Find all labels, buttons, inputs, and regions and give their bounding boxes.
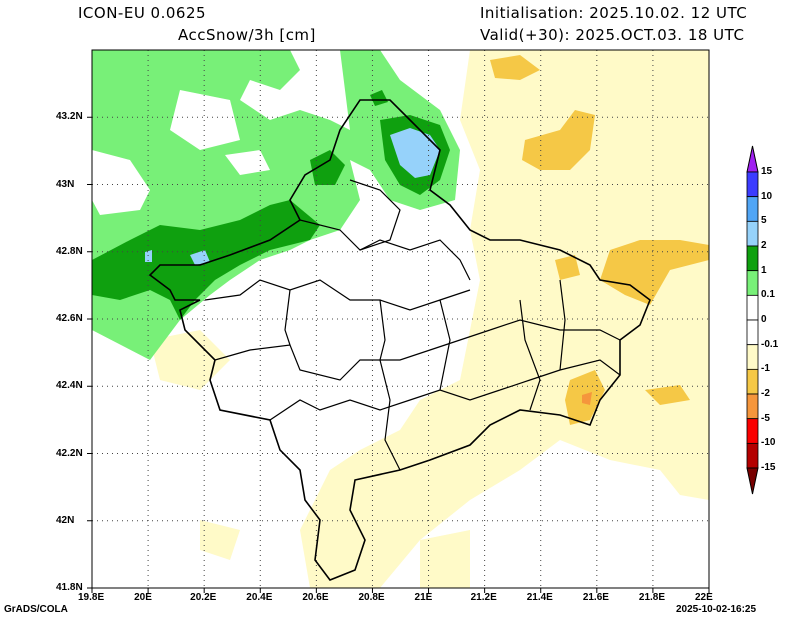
lat-tick-label: 42.8N bbox=[56, 245, 83, 257]
colorbar-segment bbox=[746, 245, 759, 272]
region-border bbox=[559, 279, 566, 371]
colorbar-segment bbox=[746, 196, 759, 222]
colorbar-label: -0.1 bbox=[761, 338, 779, 350]
region-border bbox=[269, 389, 501, 421]
colorbar-label: 2 bbox=[761, 240, 767, 251]
region-border bbox=[349, 179, 401, 251]
lon-tick-label: 21.8E bbox=[638, 592, 666, 603]
contour-light-yellow bbox=[420, 530, 470, 588]
colorbar-segment bbox=[746, 270, 759, 296]
region-border bbox=[284, 289, 291, 346]
contour-light-blue bbox=[390, 128, 440, 178]
lon-tick-label: 21E bbox=[414, 592, 433, 603]
contour-white-gap bbox=[170, 90, 240, 150]
colorbar-segment bbox=[746, 220, 759, 247]
footer-timestamp: 2025-10-02-16:25 bbox=[676, 604, 757, 615]
colorbar-segment bbox=[746, 319, 759, 346]
region-border bbox=[204, 279, 471, 311]
admin-borders bbox=[148, 99, 651, 581]
colorbar-label: -10 bbox=[761, 437, 776, 449]
lon-tick-label: 20.4E bbox=[246, 592, 273, 603]
lon-tick-label: 21.4E bbox=[526, 592, 553, 603]
region-border bbox=[489, 319, 621, 341]
lat-tick-label: 42.6N bbox=[56, 313, 83, 324]
colorbar-label: -2 bbox=[761, 388, 770, 400]
snow-field bbox=[92, 50, 709, 588]
colorbar-label: 15 bbox=[761, 166, 773, 177]
lon-tick-label: 19.8E bbox=[78, 592, 105, 603]
contour-orange bbox=[600, 240, 709, 305]
region-border bbox=[379, 299, 401, 471]
lon-tick-label: 20.8E bbox=[358, 592, 385, 603]
lon-tick-label: 20.2E bbox=[190, 592, 217, 603]
colorbar-segment bbox=[746, 368, 759, 395]
country-border bbox=[148, 99, 651, 581]
colorbar-segment bbox=[746, 418, 759, 444]
region-border bbox=[519, 299, 541, 411]
colorbar-segment bbox=[746, 344, 759, 370]
variable-title: AccSnow/3h [cm] bbox=[178, 26, 316, 44]
colorbar-segment bbox=[746, 294, 759, 321]
footer-credit: GrADS/COLA bbox=[4, 604, 68, 615]
contour-dark-green bbox=[310, 150, 345, 185]
lat-tick-label: 42N bbox=[56, 514, 75, 526]
colorbar-label: -5 bbox=[761, 412, 770, 424]
contour-orange bbox=[582, 392, 592, 405]
colorbar-bottom-arrow bbox=[746, 467, 759, 495]
axis-ticks bbox=[87, 116, 710, 593]
lon-tick-label: 20.6E bbox=[302, 592, 329, 603]
colorbar-top-arrow bbox=[746, 145, 759, 173]
contour-white-gap bbox=[225, 150, 270, 175]
region-border bbox=[299, 219, 471, 281]
contour-light-blue bbox=[190, 250, 210, 265]
colorbar-label: 0.1 bbox=[761, 289, 775, 301]
lon-tick-label: 21.2E bbox=[470, 592, 497, 603]
model-title: ICON-EU 0.0625 bbox=[78, 4, 207, 22]
colorbar bbox=[746, 145, 759, 495]
lon-tick-label: 20E bbox=[134, 592, 152, 603]
colorbar-label: 0 bbox=[761, 314, 767, 326]
colorbar-label: 10 bbox=[761, 190, 773, 202]
lat-tick-label: 43.2N bbox=[56, 111, 83, 123]
contour-light-yellow bbox=[150, 330, 230, 390]
lon-tick-label: 22E bbox=[695, 592, 713, 603]
colorbar-segment bbox=[746, 393, 759, 420]
colorbar-label: -1 bbox=[761, 363, 770, 375]
colorbar-label: 5 bbox=[761, 215, 767, 227]
lon-tick-label: 21.6E bbox=[582, 592, 609, 603]
valid-time: Valid(+30): 2025.OCT.03. 18 UTC bbox=[480, 26, 745, 44]
region-border bbox=[439, 299, 451, 391]
contour-light-yellow bbox=[200, 520, 240, 560]
colorbar-segment bbox=[746, 442, 759, 469]
contour-orange bbox=[645, 385, 690, 405]
contour-orange bbox=[555, 255, 580, 280]
lat-tick-label: 41.8N bbox=[56, 582, 83, 593]
contour-dark-green bbox=[370, 90, 388, 106]
region-border bbox=[214, 329, 491, 381]
contour-orange bbox=[490, 55, 540, 80]
contour-white-gap bbox=[92, 150, 150, 215]
lat-tick-label: 42.2N bbox=[56, 447, 83, 459]
colorbar-label: -15 bbox=[761, 462, 776, 474]
initialisation-time: Initialisation: 2025.10.02. 12 UTC bbox=[480, 4, 748, 22]
colorbar-segment bbox=[746, 171, 759, 198]
lat-tick-label: 42.4N bbox=[56, 380, 83, 392]
lat-tick-label: 43N bbox=[56, 178, 75, 190]
colorbar-label: 1 bbox=[761, 264, 767, 276]
